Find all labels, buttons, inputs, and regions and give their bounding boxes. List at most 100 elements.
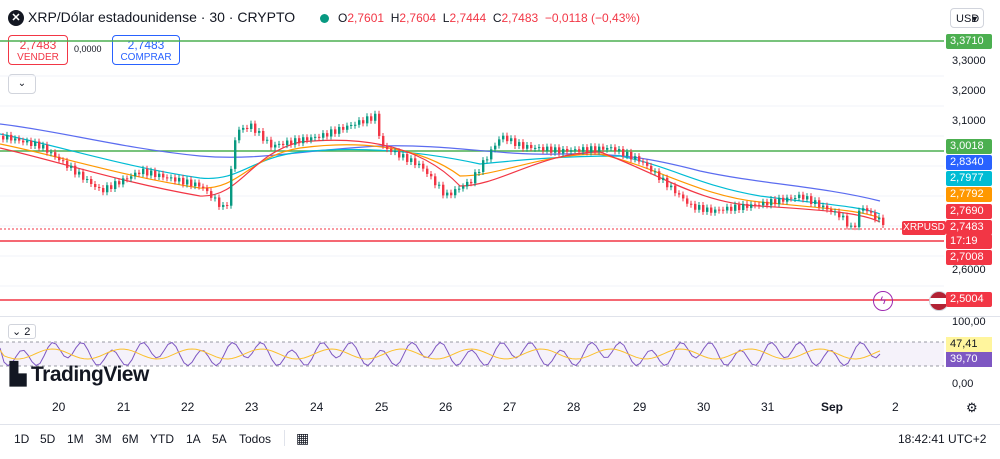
logo-icon[interactable]: ✕ [8, 10, 24, 26]
time-label: 28 [567, 400, 581, 414]
price-tag-2-7977: 2,7977 [946, 171, 992, 186]
candle-body [614, 147, 617, 152]
candle-body [218, 197, 221, 207]
range-1a[interactable]: 1A [186, 432, 201, 446]
candle-body [566, 148, 569, 152]
candle-body [270, 139, 273, 148]
candle-body [774, 199, 777, 205]
candle-body [70, 165, 73, 168]
brand-name: TradingView [31, 363, 149, 386]
candle-body [666, 177, 669, 188]
price-chart[interactable] [0, 36, 944, 316]
price-tag-2-7690: 2,7690 [946, 204, 992, 219]
range-3m[interactable]: 3M [95, 432, 112, 446]
candle-body [406, 154, 409, 162]
candle-body [870, 211, 873, 213]
candle-body [374, 113, 377, 121]
candle-body [354, 124, 357, 126]
currency-select[interactable]: USD ▼ [950, 8, 984, 28]
clock[interactable]: 18:42:41 UTC+2 [898, 432, 987, 446]
indicator-count: 2 [24, 326, 31, 338]
time-label: 29 [633, 400, 647, 414]
rsi-pane[interactable] [0, 318, 944, 396]
range-6m[interactable]: 6M [122, 432, 139, 446]
candle-body [258, 131, 261, 133]
calendar-range-icon[interactable]: ▦ [296, 430, 310, 446]
candle-body [238, 129, 241, 141]
axis-label-3-3000: 3,3000 [952, 55, 986, 67]
candle-body [54, 152, 57, 157]
sell-label: VENDER [17, 52, 59, 63]
candle-body [726, 206, 729, 211]
candle-body [838, 211, 841, 218]
candle-body [858, 210, 861, 228]
time-label: 23 [245, 400, 259, 414]
collapse-icon[interactable]: ⌄ [8, 74, 36, 94]
candle-body [542, 147, 545, 151]
candle-body [626, 151, 629, 157]
range-1d[interactable]: 1D [14, 432, 30, 446]
candle-body [434, 176, 437, 186]
time-label: 30 [697, 400, 711, 414]
candle-body [50, 152, 53, 154]
rsi-lines [0, 341, 881, 367]
tradingview-logo[interactable]: ▙ TradingView [10, 362, 149, 387]
candle-body [450, 192, 453, 196]
candle-body [262, 131, 265, 141]
candle-body [34, 141, 37, 147]
candle-body [642, 161, 645, 163]
candle-body [798, 194, 801, 198]
ma-blue-line [0, 123, 881, 202]
candle-body [750, 204, 753, 208]
candle-body [454, 189, 457, 196]
candle-body [654, 171, 657, 173]
candle-body [634, 156, 637, 160]
candle-body [58, 156, 61, 161]
range-ytd[interactable]: YTD [150, 432, 174, 446]
range-5a[interactable]: 5A [212, 432, 227, 446]
range-1m[interactable]: 1M [67, 432, 84, 446]
candle-body [814, 200, 817, 204]
axis-label-3-2000: 3,2000 [952, 85, 986, 97]
candle-body [174, 177, 177, 182]
candle-body [470, 181, 473, 184]
pane-separator[interactable] [0, 316, 1000, 317]
candle-body [494, 145, 497, 150]
event-flash-icon[interactable]: ϟ [873, 291, 893, 311]
candle-body [118, 181, 121, 185]
tv-icon: ▙ [10, 363, 26, 386]
candle-body [630, 151, 633, 160]
indicator-toggle[interactable]: ⌄ 2 [8, 324, 36, 339]
toolbar-divider [284, 430, 285, 446]
candle-body [294, 138, 297, 145]
candle-body [142, 168, 145, 175]
candle-body [366, 116, 369, 124]
candle-body [594, 146, 597, 152]
candle-body [350, 124, 353, 126]
candle-body [378, 113, 381, 136]
candle-body [282, 143, 285, 146]
candle-body [166, 177, 169, 179]
settings-icon[interactable]: ⚙ [966, 400, 978, 415]
candle-body [834, 211, 837, 213]
rsi-ma-line [0, 348, 881, 360]
sell-button[interactable]: 2,7483 VENDER [8, 35, 68, 65]
currency-value: USD [956, 13, 980, 25]
spread-value: 0,0000 [74, 44, 102, 54]
collapse-icon: ⌄ [12, 326, 22, 338]
candle-body [782, 197, 785, 202]
candle-body [322, 133, 325, 138]
candle-body [98, 187, 101, 189]
candle-body [138, 172, 141, 175]
range-all[interactable]: Todos [239, 432, 272, 446]
candle-body [334, 129, 337, 134]
symbol-title[interactable]: XRP/Dólar estadounidense · 30 · CRYPTO [28, 9, 296, 25]
candle-body [38, 141, 41, 149]
ohlc-change: −0,0118 (−0,43%) [544, 11, 641, 25]
candle-body [298, 138, 301, 144]
range-5d[interactable]: 5D [40, 432, 56, 446]
price-tag-2-7792: 2,7792 [946, 187, 992, 202]
time-label: 2 [892, 400, 899, 414]
candle-body [862, 208, 865, 211]
candle-body [546, 146, 549, 151]
